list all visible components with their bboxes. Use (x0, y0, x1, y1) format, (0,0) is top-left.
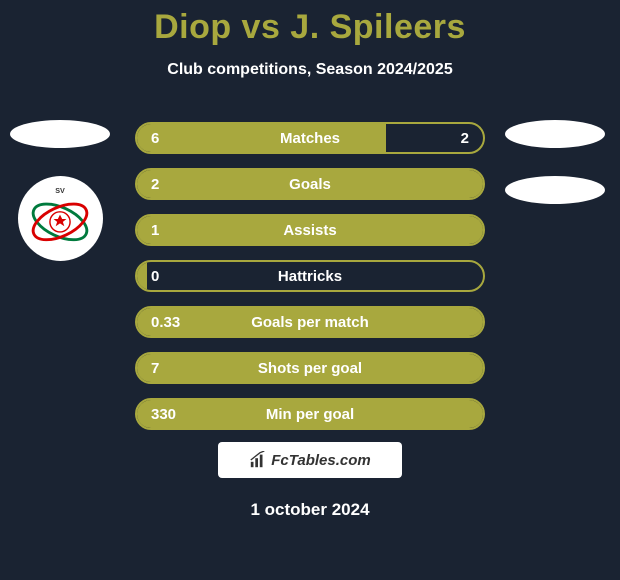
stat-label: Goals (137, 176, 483, 193)
site-badge[interactable]: FcTables.com (218, 442, 402, 478)
right-team-ellipse-1 (505, 120, 605, 148)
stat-bar: 2Goals (135, 168, 485, 200)
stat-label: Assists (137, 222, 483, 239)
stat-label: Hattricks (137, 268, 483, 285)
page-title: Diop vs J. Spileers (0, 0, 620, 47)
stat-right-value: 2 (461, 130, 469, 147)
stat-label: Min per goal (137, 406, 483, 423)
site-name: FcTables.com (271, 452, 370, 469)
stat-label: Shots per goal (137, 360, 483, 377)
stat-bar: 6Matches2 (135, 122, 485, 154)
chart-icon (249, 451, 267, 469)
left-team-badges: SV (10, 120, 110, 261)
footer-date: 1 october 2024 (0, 500, 620, 520)
stat-bar: 0Hattricks (135, 260, 485, 292)
stat-bar: 0.33Goals per match (135, 306, 485, 338)
stat-label: Goals per match (137, 314, 483, 331)
svg-text:SV: SV (55, 186, 65, 195)
left-team-logo: SV (18, 176, 103, 261)
right-team-ellipse-2 (505, 176, 605, 204)
stat-bar: 7Shots per goal (135, 352, 485, 384)
stat-bar: 1Assists (135, 214, 485, 246)
right-team-badges (505, 120, 605, 204)
club-logo-icon: SV (24, 183, 96, 255)
stat-bars: 6Matches22Goals1Assists0Hattricks0.33Goa… (135, 122, 485, 430)
left-team-ellipse (10, 120, 110, 148)
stat-bar: 330Min per goal (135, 398, 485, 430)
stat-label: Matches (137, 130, 483, 147)
page-subtitle: Club competitions, Season 2024/2025 (0, 61, 620, 79)
